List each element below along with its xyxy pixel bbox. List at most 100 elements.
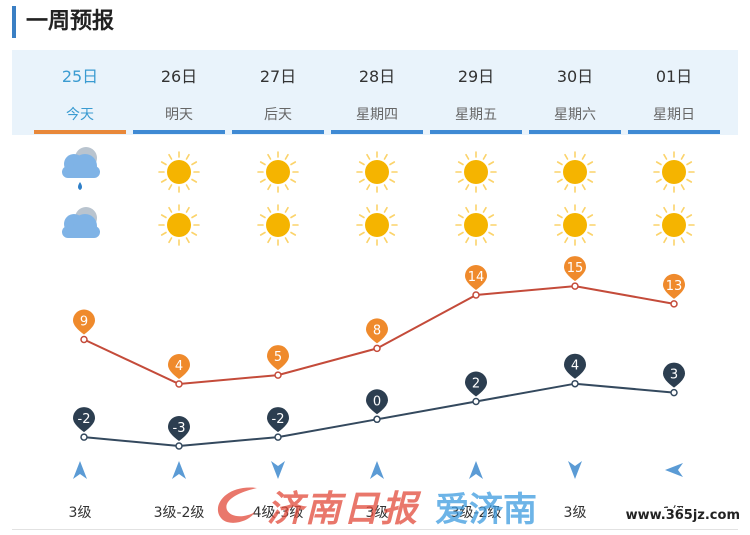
tab-day-5[interactable]: 30日星期六 bbox=[527, 50, 623, 135]
high-temp-label: 4 bbox=[175, 359, 183, 374]
tab-day-label: 星期六 bbox=[554, 107, 596, 123]
low-temp-marker: -2 bbox=[267, 407, 289, 433]
high-temp-marker: 4 bbox=[168, 354, 190, 379]
high-temp-point bbox=[670, 300, 678, 308]
tab-day-label: 后天 bbox=[264, 107, 292, 123]
high-temp-point bbox=[80, 335, 88, 344]
cloud-icon bbox=[62, 207, 100, 238]
low-temp-label: 2 bbox=[472, 377, 480, 392]
sun-icon bbox=[356, 204, 398, 246]
tab-underline bbox=[34, 130, 126, 134]
low-temp-marker: 2 bbox=[465, 371, 487, 397]
sun-icon bbox=[158, 151, 200, 193]
tab-day-label: 星期四 bbox=[356, 107, 398, 123]
high-temp-label: 14 bbox=[468, 270, 485, 285]
tab-date: 25日 bbox=[61, 67, 99, 86]
high-temp-marker: 13 bbox=[663, 273, 685, 299]
low-temp-label: -2 bbox=[78, 412, 91, 427]
tab-day-label: 星期五 bbox=[455, 107, 497, 123]
tab-date: 27日 bbox=[259, 67, 297, 86]
tab-date: 28日 bbox=[358, 67, 396, 86]
wind-level: 3级 bbox=[68, 505, 92, 521]
high-temp-label: 9 bbox=[80, 315, 88, 330]
sun-icon bbox=[554, 204, 596, 246]
high-temp-label: 15 bbox=[567, 261, 584, 276]
low-temp-label: 3 bbox=[670, 368, 678, 383]
tab-date: 29日 bbox=[457, 67, 495, 86]
sun-icon bbox=[455, 204, 497, 246]
low-temp-marker: 4 bbox=[564, 353, 586, 379]
tab-date: 26日 bbox=[160, 67, 198, 86]
low-temp-point bbox=[80, 433, 88, 441]
low-temp-point bbox=[373, 415, 381, 424]
low-temp-point bbox=[175, 442, 183, 450]
wind-direction-icon bbox=[568, 461, 582, 479]
low-temp-label: 4 bbox=[571, 359, 579, 374]
tab-day-label: 明天 bbox=[165, 107, 193, 123]
rain-cloud-icon bbox=[62, 147, 100, 190]
day-tabs: 25日 今天 26日 明天 27日 后天 28日 星期四 29日 星期五 30日 星期六 01日 星期日 bbox=[12, 50, 738, 135]
high-temp-point bbox=[571, 282, 579, 290]
tab-underline bbox=[232, 130, 324, 134]
low-temp-point bbox=[571, 379, 579, 388]
wind-direction-icon bbox=[370, 461, 384, 479]
high-temp-marker: 5 bbox=[267, 345, 289, 371]
high-temp-marker: 9 bbox=[73, 309, 95, 335]
high-temp-point bbox=[472, 291, 480, 299]
wind-direction-icon bbox=[172, 461, 186, 479]
wind-direction-icon bbox=[271, 461, 285, 479]
tab-date: 30日 bbox=[556, 67, 594, 86]
wind-level: 3级-2级 bbox=[450, 505, 502, 521]
low-temp-label: -2 bbox=[272, 412, 285, 427]
high-temp-point bbox=[175, 380, 183, 388]
low-temp-marker: 3 bbox=[663, 362, 685, 388]
tab-day-label: 今天 bbox=[66, 107, 94, 123]
sun-icon bbox=[455, 151, 497, 193]
sun-icon bbox=[257, 151, 299, 193]
high-temp-marker: 14 bbox=[465, 265, 487, 290]
tab-day-3[interactable]: 28日星期四 bbox=[329, 50, 425, 135]
page-title: 一周预报 bbox=[12, 6, 114, 38]
high-temp-marker: 8 bbox=[366, 318, 388, 344]
wind-direction-icon bbox=[73, 461, 87, 479]
tab-underline bbox=[133, 130, 225, 134]
low-temp-marker: -2 bbox=[73, 407, 95, 433]
site-url: www.365jz.com bbox=[623, 508, 742, 523]
high-temp-point bbox=[274, 371, 282, 379]
sun-icon bbox=[653, 151, 695, 193]
low-temp-point bbox=[670, 388, 678, 397]
divider bbox=[12, 529, 738, 530]
tab-date: 01日 bbox=[655, 67, 693, 86]
low-temp-label: 0 bbox=[373, 394, 381, 409]
sun-icon bbox=[554, 151, 596, 193]
wind-level: 3级 bbox=[365, 505, 389, 521]
low-temp-point bbox=[274, 433, 282, 441]
tab-underline bbox=[628, 130, 720, 134]
high-temp-point bbox=[373, 344, 381, 353]
tab-day-6[interactable]: 01日星期日 bbox=[626, 50, 722, 135]
tab-day-label: 星期日 bbox=[653, 107, 695, 123]
wind-direction-icon bbox=[665, 463, 683, 477]
low-temp-marker: 0 bbox=[366, 389, 388, 415]
wind-level: 3级 bbox=[563, 505, 587, 521]
tab-underline bbox=[529, 130, 621, 134]
sun-icon bbox=[653, 204, 695, 246]
tab-day-1[interactable]: 26日明天 bbox=[131, 50, 227, 135]
tab-day-0[interactable]: 25日今天 bbox=[32, 50, 128, 135]
low-temp-point bbox=[472, 397, 480, 406]
high-temp-label: 13 bbox=[666, 279, 683, 294]
tab-underline bbox=[331, 130, 423, 134]
high-temp-label: 8 bbox=[373, 323, 381, 338]
low-temp-marker: -3 bbox=[168, 416, 190, 441]
wind-level: 3级-2级 bbox=[153, 505, 205, 521]
low-temp-label: -3 bbox=[173, 421, 186, 436]
high-temp-marker: 15 bbox=[564, 256, 586, 282]
tab-underline bbox=[430, 130, 522, 134]
sun-icon bbox=[158, 204, 200, 246]
tab-day-2[interactable]: 27日后天 bbox=[230, 50, 326, 135]
tab-day-4[interactable]: 29日星期五 bbox=[428, 50, 524, 135]
wind-direction-icon bbox=[469, 461, 483, 479]
sun-icon bbox=[356, 151, 398, 193]
wind-level: 4级-3级 bbox=[252, 505, 304, 521]
high-temp-label: 5 bbox=[274, 350, 282, 365]
